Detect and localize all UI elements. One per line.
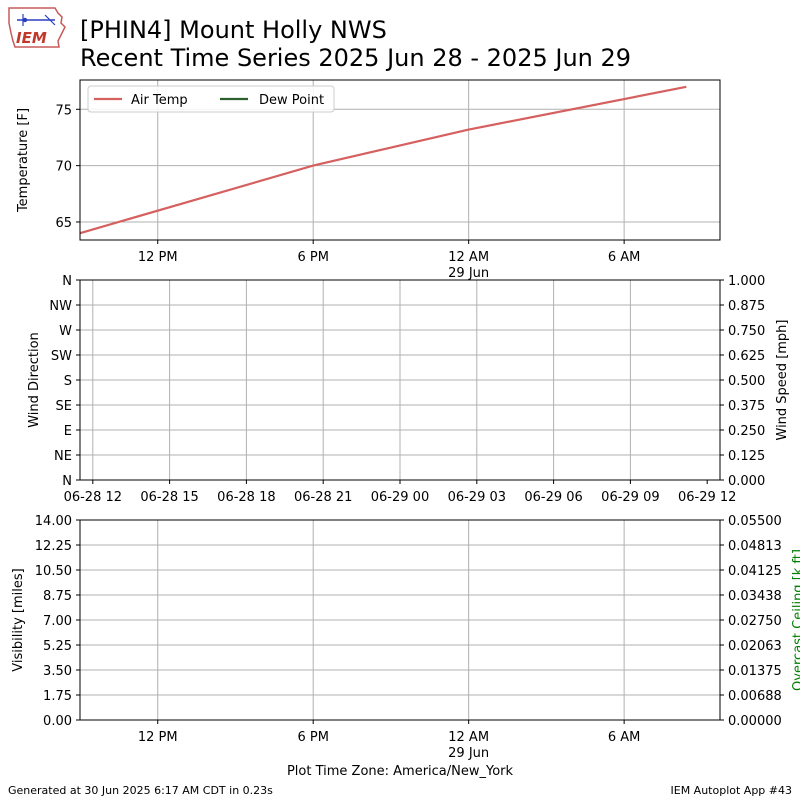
temp-plot-frame [79, 79, 721, 241]
wind-x-tick-label: 06-28 15 [140, 490, 198, 505]
visibility-tick-label: 5.25 [43, 639, 72, 654]
visibility-tick-label: 12.25 [35, 539, 72, 554]
wind-x-tick-label: 06-29 09 [601, 490, 659, 505]
wind-speed-tick-label: 0.250 [728, 424, 765, 439]
wind-speed-tick-label: 0.625 [728, 349, 765, 364]
visibility-tick-label: 0.00 [43, 714, 72, 729]
vis-x-tick-label: 12 PM [138, 730, 178, 745]
wind-direction-axis-label: Wind Direction [27, 332, 42, 428]
wind-x-tick-label: 06-28 18 [217, 490, 275, 505]
iem-logo: IEM [8, 7, 66, 48]
temp-x-tick-label: 12 PM [138, 250, 178, 265]
generated-note: Generated at 30 Jun 2025 6:17 AM CDT in … [8, 784, 273, 797]
ceiling-tick-label: 0.00688 [728, 689, 782, 704]
temp-y-tick-label: 70 [55, 160, 72, 175]
wind-direction-tick-label: E [64, 424, 72, 439]
legend-label-dew-point: Dew Point [259, 93, 324, 108]
ceiling-tick-label: 0.02750 [728, 614, 782, 629]
wind-speed-tick-label: 1.000 [728, 274, 765, 289]
wind-x-tick-label: 06-29 12 [678, 490, 736, 505]
wind-speed-tick-label: 0.000 [728, 474, 765, 489]
temp-x-tick-label: 6 AM [608, 250, 641, 265]
wind-speed-tick-label: 0.750 [728, 324, 765, 339]
ceiling-tick-label: 0.02063 [728, 639, 782, 654]
ceiling-tick-label: 0.04125 [728, 564, 782, 579]
temp-x-tick-label: 12 AM [448, 250, 489, 265]
air-temp-line [79, 85, 687, 235]
ceiling-tick-label: 0.04813 [728, 539, 782, 554]
legend-box [87, 85, 335, 113]
temp-x-tick-label: 6 PM [297, 250, 328, 265]
wind-direction-tick-label: N [62, 274, 72, 289]
wind-x-tick-label: 06-28 12 [64, 490, 122, 505]
ceiling-tick-label: 0.03438 [728, 589, 782, 604]
wind-speed-axis-label: Wind Speed [mph] [775, 320, 790, 441]
chart-subtitle: Recent Time Series 2025 Jun 28 - 2025 Ju… [80, 44, 632, 72]
vis-x-tick-sublabel: 29 Jun [448, 746, 489, 761]
wind-speed-tick-label: 0.500 [728, 374, 765, 389]
wind-direction-tick-label: N [62, 474, 72, 489]
visibility-tick-label: 3.50 [43, 664, 72, 679]
wind-speed-tick-label: 0.875 [728, 299, 765, 314]
chart-title: [PHIN4] Mount Holly NWS [80, 16, 387, 44]
logo-text: IEM [16, 29, 47, 47]
wind-speed-tick-label: 0.375 [728, 399, 765, 414]
wind-direction-tick-label: NW [49, 299, 72, 314]
wind-x-tick-label: 06-29 00 [371, 490, 429, 505]
vis-x-tick-label: 12 AM [448, 730, 489, 745]
ceiling-tick-label: 0.05500 [728, 514, 782, 529]
wind-direction-tick-label: SE [56, 399, 72, 414]
ceiling-axis-label: Overcast Ceiling [k ft] [791, 549, 800, 691]
wind-x-tick-label: 06-28 21 [294, 490, 352, 505]
vis-x-tick-label: 6 PM [297, 730, 328, 745]
wind-plot-frame [79, 279, 721, 481]
temp-x-tick-sublabel: 29 Jun [448, 266, 489, 281]
visibility-tick-label: 10.50 [35, 564, 72, 579]
wind-x-tick-label: 06-29 06 [524, 490, 582, 505]
wind-x-tick-label: 06-29 03 [448, 490, 506, 505]
vis-x-tick-label: 6 AM [608, 730, 641, 745]
timezone-label: Plot Time Zone: America/New_York [286, 764, 514, 779]
wind-direction-tick-label: S [64, 374, 72, 389]
legend-label-air-temp: Air Temp [131, 93, 188, 108]
app-credit: IEM Autoplot App #43 [670, 784, 793, 797]
visibility-axis-label: Visibility [miles] [11, 568, 26, 671]
vis-plot-frame [79, 519, 721, 721]
temp-y-tick-label: 75 [55, 103, 72, 118]
wind-speed-tick-label: 0.125 [728, 449, 765, 464]
visibility-tick-label: 1.75 [43, 689, 72, 704]
wind-direction-tick-label: SW [51, 349, 72, 364]
visibility-tick-label: 8.75 [43, 589, 72, 604]
wind-direction-tick-label: W [59, 324, 72, 339]
ceiling-tick-label: 0.01375 [728, 664, 782, 679]
wind-direction-tick-label: NE [54, 449, 72, 464]
temp-y-tick-label: 65 [55, 216, 72, 231]
visibility-tick-label: 7.00 [43, 614, 72, 629]
temperature-axis-label: Temperature [F] [16, 108, 31, 213]
ceiling-tick-label: 0.00000 [728, 714, 782, 729]
visibility-tick-label: 14.00 [35, 514, 72, 529]
